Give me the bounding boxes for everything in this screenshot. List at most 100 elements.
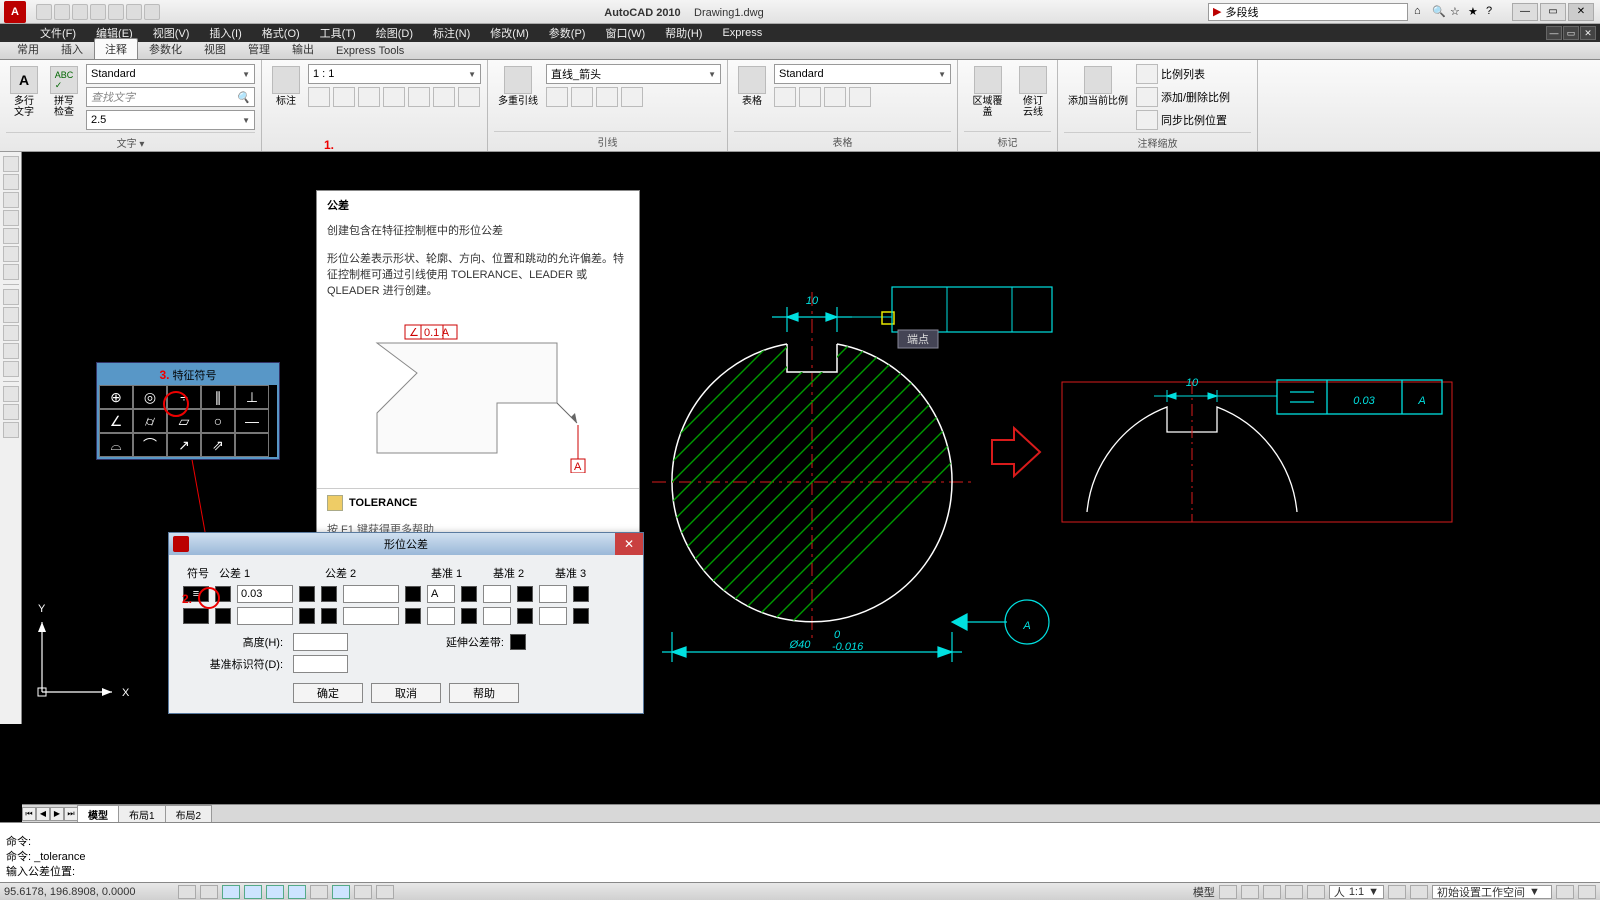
ribbon-tab-manage[interactable]: 管理 bbox=[237, 38, 281, 59]
scale-sync-icon[interactable] bbox=[1136, 110, 1158, 130]
ltool-10[interactable] bbox=[3, 325, 19, 341]
find-text-input[interactable]: 查找文字🔍 bbox=[86, 87, 255, 107]
spellcheck-button[interactable]: ABC✓ 拼写 检查 bbox=[46, 64, 82, 120]
app-logo[interactable]: A bbox=[4, 1, 26, 23]
tab-nav-first[interactable]: ⏮ bbox=[22, 807, 36, 821]
sb-tray-icon[interactable] bbox=[1578, 885, 1596, 899]
sym-perp[interactable]: ⊥ bbox=[235, 385, 269, 409]
tol-dlg-close-button[interactable]: ✕ bbox=[615, 533, 643, 555]
table-button[interactable]: 表格 bbox=[734, 64, 770, 109]
revcloud-button[interactable]: 修订 云线 bbox=[1015, 64, 1051, 120]
grid-toggle[interactable] bbox=[200, 885, 218, 899]
leader-btn-3[interactable] bbox=[596, 87, 618, 107]
leader-btn-1[interactable] bbox=[546, 87, 568, 107]
menu-express[interactable]: Express bbox=[712, 25, 772, 41]
dim-btn-3[interactable] bbox=[358, 87, 380, 107]
ltool-arc-icon[interactable] bbox=[3, 210, 19, 226]
datum3-value-1[interactable] bbox=[539, 585, 567, 603]
ducs-toggle[interactable] bbox=[310, 885, 328, 899]
d3-mc-1[interactable] bbox=[573, 586, 589, 602]
osnap-toggle[interactable] bbox=[266, 885, 284, 899]
mleader-button[interactable]: 多重引线 bbox=[494, 64, 542, 109]
dim-btn-7[interactable] bbox=[458, 87, 480, 107]
panel-text-label[interactable]: 文字 ▾ bbox=[6, 132, 255, 152]
anno-scale-status[interactable]: 人1:1▼ bbox=[1329, 885, 1384, 899]
sym-position[interactable]: ⊕ bbox=[99, 385, 133, 409]
doc-min-button[interactable]: — bbox=[1546, 26, 1562, 40]
sym-round[interactable]: ○ bbox=[201, 409, 235, 433]
scale-addrem-icon[interactable] bbox=[1136, 87, 1158, 107]
workspace-dropdown[interactable]: 初始设置工作空间▼ bbox=[1432, 885, 1552, 899]
ribbon-tab-parametric[interactable]: 参数化 bbox=[138, 38, 193, 59]
wipeout-button[interactable]: 区域覆盖 bbox=[964, 64, 1011, 120]
ltool-14[interactable] bbox=[3, 404, 19, 420]
ltool-line-icon[interactable] bbox=[3, 156, 19, 172]
tol-cancel-button[interactable]: 取消 bbox=[371, 683, 441, 703]
t2-mc-2[interactable] bbox=[405, 608, 421, 624]
scale-list-icon[interactable] bbox=[1136, 64, 1158, 84]
sym-picker-2[interactable] bbox=[183, 608, 209, 624]
tab-layout1[interactable]: 布局1 bbox=[118, 805, 166, 823]
sym-cylind[interactable]: ⌭ bbox=[133, 409, 167, 433]
command-line[interactable]: 命令: 命令: _tolerance 输入公差位置: bbox=[0, 822, 1600, 882]
table-btn-1[interactable] bbox=[774, 87, 796, 107]
dim-btn-4[interactable] bbox=[383, 87, 405, 107]
d2-mc-1[interactable] bbox=[517, 586, 533, 602]
d1-mc-2[interactable] bbox=[461, 608, 477, 624]
ltool-rect-icon[interactable] bbox=[3, 228, 19, 244]
menu-param[interactable]: 参数(P) bbox=[539, 23, 596, 43]
mtext-button[interactable]: A 多行 文字 bbox=[6, 64, 42, 120]
qat-save-icon[interactable] bbox=[72, 4, 88, 20]
sb-lock-icon[interactable] bbox=[1556, 885, 1574, 899]
qat-open-icon[interactable] bbox=[54, 4, 70, 20]
ortho-toggle[interactable] bbox=[222, 885, 240, 899]
ltool-8[interactable] bbox=[3, 289, 19, 305]
sb-icon-1[interactable] bbox=[1219, 885, 1237, 899]
projected-zone-box[interactable] bbox=[510, 634, 526, 650]
tol-help-button[interactable]: 帮助 bbox=[449, 683, 519, 703]
text-height-dropdown[interactable]: 2.5▼ bbox=[86, 110, 255, 130]
qp-toggle[interactable] bbox=[376, 885, 394, 899]
sym-parallel[interactable]: ∥ bbox=[201, 385, 235, 409]
ribbon-tab-annotate[interactable]: 注释 bbox=[94, 38, 138, 59]
leader-style-dropdown[interactable]: 直线_箭头▼ bbox=[546, 64, 721, 84]
addscale-button[interactable]: 添加当前比例 bbox=[1064, 64, 1132, 109]
ltool-circle-icon[interactable] bbox=[3, 192, 19, 208]
menu-modify[interactable]: 修改(M) bbox=[480, 23, 539, 43]
sb-icon-4[interactable] bbox=[1285, 885, 1303, 899]
datum-id-input[interactable] bbox=[293, 655, 348, 673]
tab-model[interactable]: 模型 bbox=[77, 805, 119, 823]
infocenter-icon[interactable]: ⌂ bbox=[1414, 5, 1428, 19]
menu-dim[interactable]: 标注(N) bbox=[423, 23, 480, 43]
datum2-value-1[interactable] bbox=[483, 585, 511, 603]
dim-btn-2[interactable] bbox=[333, 87, 355, 107]
help-search[interactable]: ▶ 多段线 bbox=[1208, 3, 1408, 21]
sym-straight[interactable]: — bbox=[235, 409, 269, 433]
maximize-button[interactable]: ▭ bbox=[1540, 3, 1566, 21]
table-style-dropdown[interactable]: Standard▼ bbox=[774, 64, 951, 84]
tab-layout2[interactable]: 布局2 bbox=[165, 805, 213, 823]
lwt-toggle[interactable] bbox=[354, 885, 372, 899]
dyn-toggle[interactable] bbox=[332, 885, 350, 899]
sb-icon-2[interactable] bbox=[1241, 885, 1259, 899]
d1-mc-1[interactable] bbox=[461, 586, 477, 602]
dim-scale-dropdown[interactable]: 1 : 1▼ bbox=[308, 64, 481, 84]
ltool-6[interactable] bbox=[3, 246, 19, 262]
sb-icon-5[interactable] bbox=[1307, 885, 1325, 899]
tol2-value-2[interactable] bbox=[343, 607, 399, 625]
model-space-label[interactable]: 模型 bbox=[1193, 884, 1215, 900]
tol1-value-2[interactable] bbox=[237, 607, 293, 625]
t2-dia-1[interactable] bbox=[321, 586, 337, 602]
qat-print-icon[interactable] bbox=[126, 4, 142, 20]
qat-undo-icon[interactable] bbox=[90, 4, 106, 20]
sb-icon-7[interactable] bbox=[1410, 885, 1428, 899]
menu-draw[interactable]: 绘图(D) bbox=[366, 23, 423, 43]
dim-btn-6[interactable] bbox=[433, 87, 455, 107]
tab-nav-next[interactable]: ▶ bbox=[50, 807, 64, 821]
tol-ok-button[interactable]: 确定 bbox=[293, 683, 363, 703]
sym-concentric[interactable]: ◎ bbox=[133, 385, 167, 409]
tol-height-input[interactable] bbox=[293, 633, 348, 651]
ltool-13[interactable] bbox=[3, 386, 19, 402]
tol-dlg-titlebar[interactable]: 形位公差 ✕ bbox=[169, 533, 643, 555]
otrack-toggle[interactable] bbox=[288, 885, 306, 899]
